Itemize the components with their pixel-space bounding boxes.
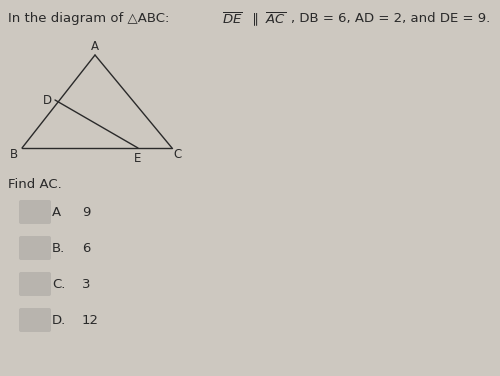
Text: 12: 12 [82,314,99,326]
Text: B: B [10,147,18,161]
Text: A: A [91,41,99,53]
FancyBboxPatch shape [19,236,51,260]
Text: D.: D. [52,314,66,326]
Text: 3: 3 [82,277,90,291]
Text: B.: B. [52,241,65,255]
Text: D: D [42,94,51,106]
Text: C.: C. [52,277,66,291]
Text: 9: 9 [82,206,90,218]
Text: E: E [134,152,141,165]
Text: ∥: ∥ [248,12,263,25]
Text: $\overline{\mathit{AC}}$: $\overline{\mathit{AC}}$ [265,12,286,27]
Text: A: A [52,206,61,218]
Text: In the diagram of △ABC:: In the diagram of △ABC: [8,12,173,25]
Text: 6: 6 [82,241,90,255]
FancyBboxPatch shape [19,200,51,224]
Text: Find AC.: Find AC. [8,178,62,191]
FancyBboxPatch shape [19,308,51,332]
Text: $\overline{\mathit{DE}}$: $\overline{\mathit{DE}}$ [222,12,242,27]
FancyBboxPatch shape [19,272,51,296]
Text: , DB = 6, AD = 2, and DE = 9.: , DB = 6, AD = 2, and DE = 9. [291,12,490,25]
Text: C: C [174,147,182,161]
